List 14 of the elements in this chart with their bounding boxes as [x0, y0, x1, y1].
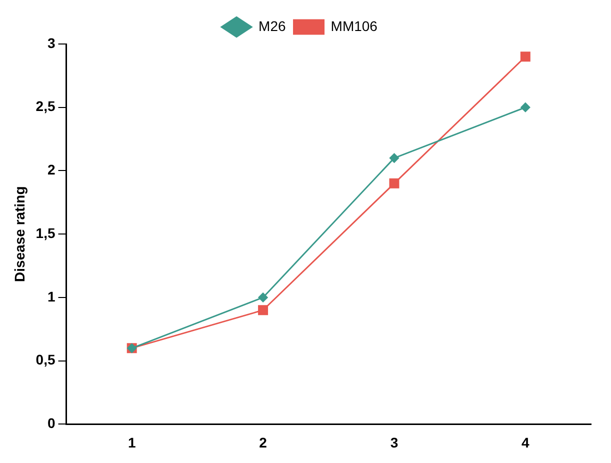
x-tick-label: 3 — [390, 434, 398, 450]
y-tick-label: 1,5 — [36, 224, 56, 241]
y-tick-label: 0,5 — [36, 352, 56, 368]
y-axis-title: Disease rating — [11, 186, 28, 282]
y-tick-label: 2 — [47, 162, 56, 178]
y-tick-label: 3 — [47, 34, 56, 51]
legend-label: MM106 — [330, 18, 378, 34]
y-tick-label: 1 — [47, 288, 56, 304]
x-tick-label: 1 — [128, 434, 136, 450]
y-tick-label: 0 — [47, 415, 56, 432]
x-tick-label: 4 — [522, 434, 530, 450]
legend-label: M26 — [258, 18, 286, 34]
y-tick-label: 2,5 — [36, 98, 56, 114]
x-tick-label: 2 — [259, 434, 268, 450]
